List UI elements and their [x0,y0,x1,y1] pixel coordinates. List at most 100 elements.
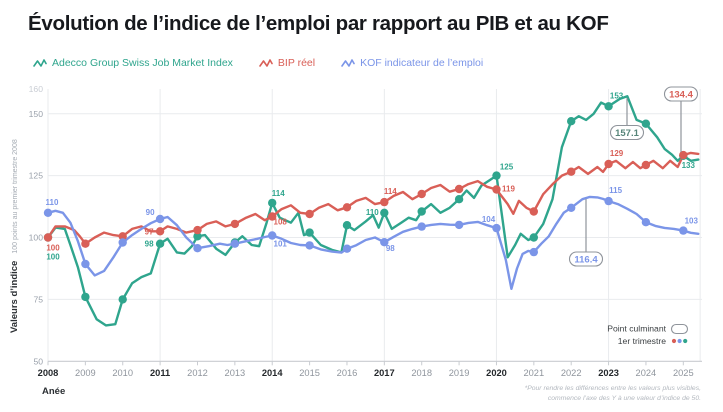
q1-dot-bip [454,184,464,194]
value-label-bip: 108 [274,218,288,227]
q1-dot-bip [230,219,240,229]
footnote-line-2: commence l’axe des Y à une valeur d’indi… [547,395,701,403]
callout-box-kof [568,251,604,267]
x-tick-label: 2016 [337,368,358,378]
q1-dot-adecco [641,119,651,128]
q1-dot-kof [342,244,352,253]
value-label-adecco: 110 [366,208,379,217]
x-tick-label: 2017 [374,368,395,378]
q1-dot-adecco [417,207,426,216]
q1-dot-adecco [567,117,576,126]
page-title: Évolution de l’indice de l’emploi par ra… [28,12,609,35]
value-label-bip: 114 [384,187,397,196]
x-tick-label: 2012 [187,368,208,378]
q1-dot-bip [567,167,576,176]
q1-dot-adecco [492,171,501,180]
x-axis-title: Anée [42,386,66,397]
callout-label-bip: 134.4 [669,89,693,100]
sparkline-icon [259,59,273,67]
x-tick-label: 2014 [262,368,284,378]
q1-legend-dot [677,338,682,344]
legend-item: Adecco Group Swiss Job Market Index [33,57,233,69]
q1-dot-kof [604,196,613,206]
q1-dot-bip [604,159,613,169]
callout-box-bip [663,86,699,102]
footnote-line-1: *Pour rendre les différences entre les v… [524,385,701,392]
legend-item-label: BIP réel [277,57,316,69]
q1-dot-adecco [305,228,314,237]
callout-label-adecco: 157.1 [615,128,639,139]
value-label-bip: 119 [502,185,515,194]
y-tick-label: 150 [29,109,44,119]
x-tick-label: 2022 [561,368,582,378]
q1-dot-kof [118,238,127,247]
q1-dot-adecco [454,195,464,204]
inner-legend-q1-label: 1er trimestre [618,336,666,346]
value-label-kof: 101 [274,240,288,249]
value-label-kof: 115 [609,186,622,195]
series-line-bip [46,151,700,245]
x-tick-label: 2023 [598,368,619,378]
callout-label-kof: 116.4 [574,254,598,265]
legend-item: KOF indicateur de l’emploi [341,57,483,69]
value-label-adecco: 153 [610,91,624,100]
y-tick-label: 100 [29,233,44,243]
q1-dot-bip [380,197,389,207]
x-tick-label: 2009 [75,368,96,378]
chart-legend: Adecco Group Swiss Job Market Index BIP … [33,57,483,69]
q1-dot-bip [268,212,277,221]
y-axis-note: 100 points au premier trimestre 2008 [12,139,19,254]
x-tick-label: 2019 [449,368,470,378]
q1-dot-kof [81,259,90,269]
value-label-bip: 100 [46,244,60,253]
q1-dot-kof [641,218,651,227]
x-tick-label: 2011 [150,368,170,378]
x-tick-label: 2021 [523,368,544,378]
q1-dot-bip [641,160,651,170]
q1-dot-bip [193,225,202,235]
x-tick-label: 2010 [112,368,133,378]
q1-dot-bip [417,189,426,199]
x-tick-label: 2008 [38,368,59,378]
q1-dot-kof [454,220,464,230]
q1-dot-adecco [155,239,165,248]
callout-box-adecco [609,124,645,141]
q1-dot-bip [118,232,127,241]
peak-pill-icon [670,323,689,335]
q1-dot-adecco [342,221,352,230]
value-label-kof: 103 [685,217,699,226]
value-label-kof: 110 [46,198,59,207]
x-tick-label: 2024 [636,368,657,378]
q1-dot-adecco [604,102,613,111]
q1-dot-kof [268,231,277,240]
q1-dot-adecco [81,292,90,302]
q1-dot-bip [43,233,53,242]
q1-dot-kof [492,223,501,233]
q1-dot-adecco [193,232,202,241]
q1-dot-adecco [529,233,538,242]
q1-dot-adecco [268,198,277,208]
value-label-adecco: 125 [500,163,514,172]
y-axis-title-text: Valeurs d’indice [9,260,20,333]
q1-dot-adecco [380,208,389,217]
footnote: *Pour rendre les différences entre les v… [525,384,701,404]
x-tick-label: 2013 [225,368,246,378]
value-label-bip: 97 [145,227,154,236]
q1-dot-adecco [118,295,127,304]
legend-item-label: KOF indicateur de l’emploi [360,57,484,69]
q1-dot-bip [492,185,501,194]
q1-dot-kof [193,244,202,253]
y-tick-label: 125 [29,171,44,181]
q1-dot-kof [529,247,538,257]
q1-dot-bip [679,150,688,160]
y-axis-title: Valeurs d’indice 100 points au premier tr… [9,139,20,333]
q1-dot-kof [305,241,314,250]
sparkline-icon [341,59,355,67]
value-label-kof: 104 [482,215,496,224]
q1-dot-kof [380,238,389,247]
value-label-adecco: 98 [145,240,154,249]
q1-legend-dot [683,338,688,344]
q1-dot-kof [230,239,240,248]
